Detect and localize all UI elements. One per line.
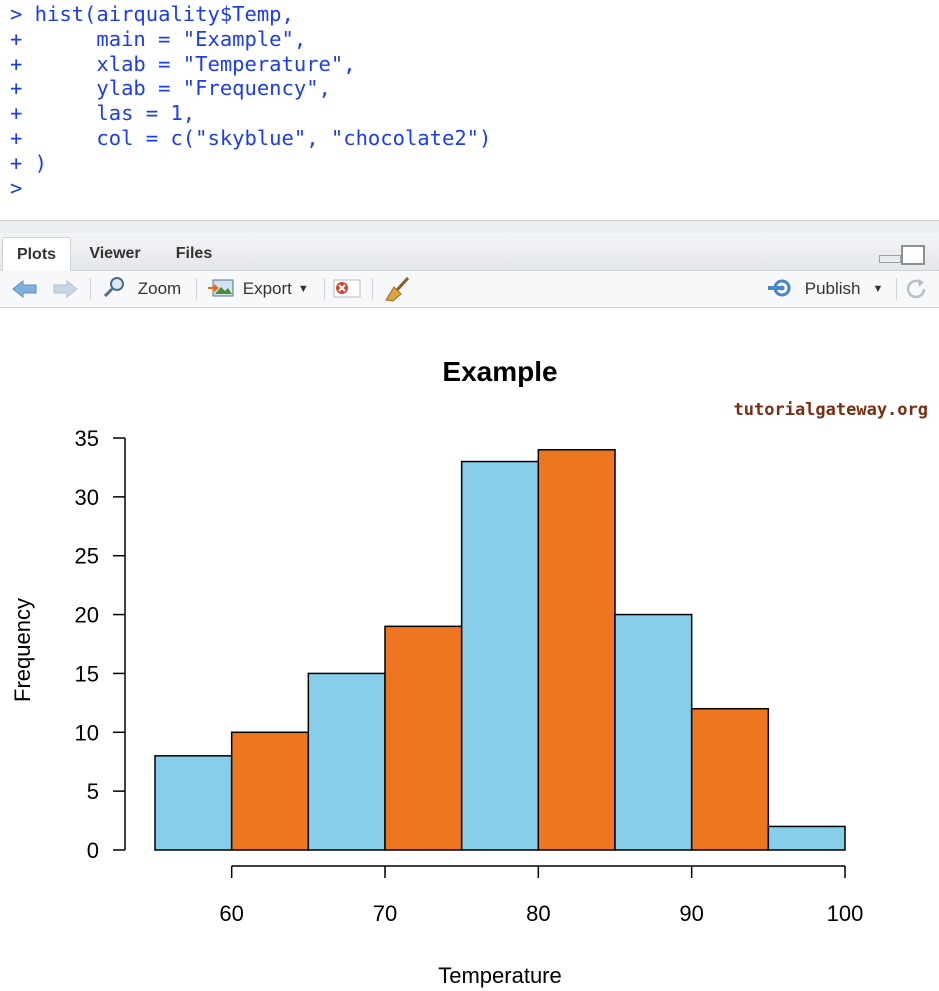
- back-arrow-icon[interactable]: [12, 280, 38, 298]
- console-output: > hist(airquality$Temp, + main = "Example…: [0, 0, 939, 200]
- export-image-icon: [208, 279, 234, 297]
- y-tick-label: 15: [75, 661, 99, 686]
- histogram-bar: [384, 625, 463, 851]
- y-tick-label: 30: [75, 485, 99, 510]
- x-tick-label: 80: [526, 901, 550, 926]
- histogram-bar: [537, 449, 616, 851]
- publish-label: Publish: [804, 279, 861, 298]
- histogram-chart: Example tutorialgateway.org 0 5 10 15 20 25 30…: [10, 356, 928, 988]
- tab-viewer[interactable]: Viewer: [89, 245, 141, 262]
- minimize-pane-icon[interactable]: [879, 255, 901, 263]
- watermark-text: tutorialgateway.org: [734, 400, 928, 420]
- histogram-bar: [767, 825, 846, 851]
- export-button[interactable]: Export ▼: [208, 271, 309, 307]
- console-line: + main = "Example",: [10, 26, 307, 51]
- publish-button[interactable]: Publish ▼: [768, 271, 883, 307]
- console-line: + ylab = "Frequency",: [10, 76, 331, 101]
- console-line: + ): [10, 150, 48, 175]
- zoom-label: Zoom: [137, 279, 182, 298]
- chart-title: Example: [442, 356, 557, 387]
- x-axis-label: Temperature: [438, 963, 562, 988]
- pane-tab-bar: Plots Viewer Files: [0, 233, 939, 271]
- refresh-icon[interactable]: [905, 278, 929, 300]
- x-tick-label: 60: [219, 901, 243, 926]
- console-line: + xlab = "Temperature",: [10, 51, 356, 76]
- remove-plot-icon[interactable]: [333, 278, 361, 300]
- plot-toolbar: Zoom Export ▼ Pub: [0, 271, 939, 308]
- pane-splitter[interactable]: [0, 221, 939, 233]
- publish-icon: [768, 279, 791, 297]
- console-line: + las = 1,: [10, 101, 196, 126]
- x-tick-label: 100: [827, 901, 864, 926]
- y-tick-label: 5: [87, 779, 99, 804]
- y-tick-label: 35: [75, 426, 99, 451]
- y-tick-label: 0: [87, 838, 99, 863]
- broom-icon[interactable]: [384, 276, 412, 302]
- console-line: > hist(airquality$Temp,: [10, 2, 294, 26]
- zoom-button[interactable]: Zoom: [103, 271, 181, 307]
- histogram-bar: [614, 613, 693, 851]
- histogram-bar: [460, 460, 540, 851]
- plots-pane: Plots Viewer Files Zoom: [0, 233, 939, 991]
- histogram-bar: [307, 672, 386, 851]
- y-tick-label: 25: [75, 544, 99, 569]
- y-tick-label: 20: [75, 603, 99, 628]
- forward-arrow-icon[interactable]: [52, 280, 78, 298]
- maximize-pane-icon[interactable]: [901, 245, 925, 265]
- magnifier-icon: [103, 277, 124, 298]
- y-axis-label: Frequency: [10, 598, 35, 702]
- histogram-bar: [230, 731, 310, 851]
- export-label: Export: [242, 279, 292, 298]
- console-line: >: [10, 175, 23, 200]
- x-tick-label: 70: [373, 901, 397, 926]
- console-line: + col = c("skyblue", "chocolate2"): [10, 125, 492, 150]
- histogram-bar: [154, 755, 233, 851]
- x-tick-label: 90: [679, 901, 703, 926]
- histogram-bar: [690, 707, 770, 851]
- r-console[interactable]: > hist(airquality$Temp, + main = "Example…: [0, 0, 939, 221]
- tab-files[interactable]: Files: [175, 245, 213, 262]
- tab-plots[interactable]: Plots: [2, 237, 71, 271]
- y-tick-label: 10: [75, 720, 99, 745]
